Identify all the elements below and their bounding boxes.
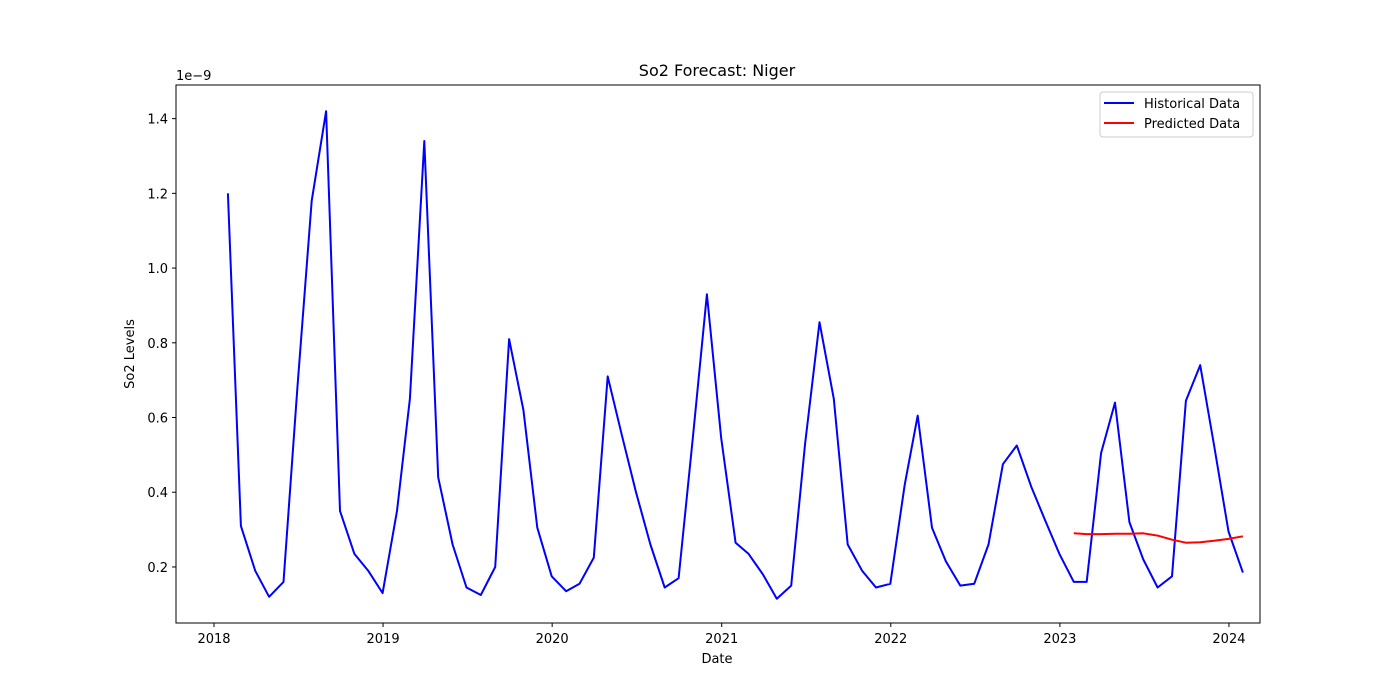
- x-axis: 2018 2019 2020 2021 2022 2023 2024: [197, 623, 1246, 647]
- series-line-historical-data: [226, 110, 1244, 600]
- x-tick-label: 2024: [1212, 632, 1245, 647]
- x-tick-label: 2018: [197, 632, 230, 647]
- x-axis-label: Date: [701, 652, 732, 667]
- y-tick-label: 1.2: [147, 187, 168, 202]
- x-tick-label: 2020: [536, 632, 569, 647]
- y-offset-label: 1e−9: [176, 69, 211, 84]
- y-tick-label: 0.4: [147, 486, 168, 501]
- y-tick-label: 0.8: [147, 337, 168, 352]
- plot-frame: [175, 84, 1261, 624]
- y-tick-label: 0.6: [147, 412, 168, 427]
- x-tick-label: 2022: [874, 632, 907, 647]
- chart-title: So2 Forecast: Niger: [639, 61, 796, 80]
- legend: Historical Data Predicted Data: [1099, 91, 1254, 138]
- x-tick-label: 2019: [367, 632, 400, 647]
- legend-label-historical: Historical Data: [1144, 97, 1240, 112]
- y-axis: 0.2 0.4 0.6 0.8 1.0 1.2 1.4: [147, 113, 176, 576]
- legend-box: [1099, 91, 1254, 138]
- y-axis-label: So2 Levels: [123, 319, 138, 389]
- legend-label-predicted: Predicted Data: [1144, 117, 1240, 132]
- plot-area: [226, 110, 1244, 600]
- y-tick-label: 1.0: [147, 262, 168, 277]
- x-tick-label: 2021: [705, 632, 738, 647]
- x-tick-label: 2023: [1043, 632, 1076, 647]
- series-line-predicted-data: [1073, 532, 1244, 544]
- y-tick-label: 0.2: [147, 561, 168, 576]
- y-tick-label: 1.4: [147, 113, 168, 128]
